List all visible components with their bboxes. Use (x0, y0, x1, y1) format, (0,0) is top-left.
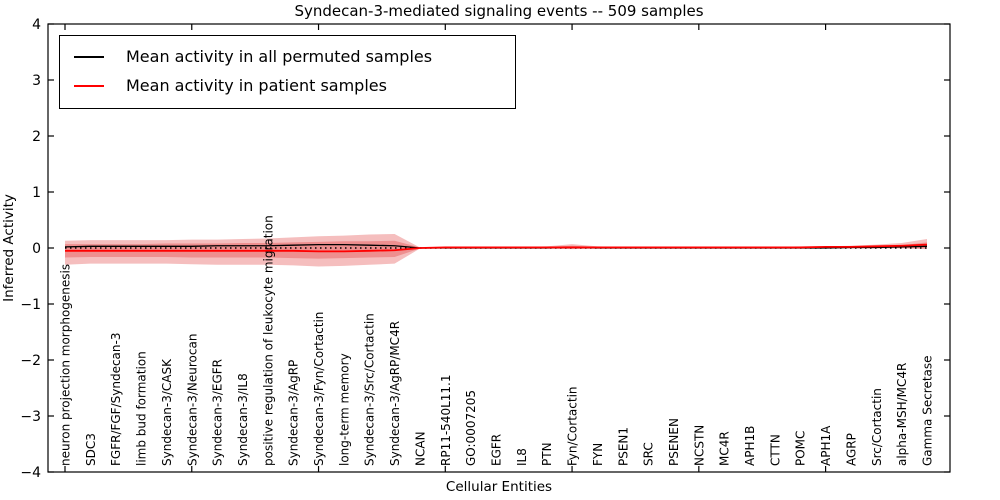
x-tick-label: PTN (540, 442, 554, 466)
x-tick-label: RP11-540L11.1 (439, 375, 453, 466)
x-tick-label: neuron projection morphogenesis (59, 264, 73, 466)
legend-item-permuted: Mean activity in all permuted samples (74, 42, 501, 71)
x-axis-label: Cellular Entities (446, 479, 552, 495)
x-tick-label: SDC3 (84, 433, 98, 466)
x-tick-label: Fyn/Cortactin (566, 386, 580, 466)
legend-label-permuted: Mean activity in all permuted samples (126, 47, 433, 66)
y-tick-label: 0 (32, 241, 41, 257)
x-tick-label: Syndecan-3/Fyn/Cortactin (312, 312, 326, 466)
y-tick-label: 1 (32, 185, 41, 201)
x-tick-label: FYN (591, 443, 605, 466)
x-tick-label: EGFR (490, 434, 504, 466)
permuted-line-swatch (74, 55, 104, 58)
x-tick-label: alpha-MSH/MC4R (895, 363, 909, 466)
x-tick-label: Syndecan-3/Neurocan (185, 334, 199, 466)
x-tick-label: CTTN (768, 434, 782, 466)
legend-item-patient: Mean activity in patient samples (74, 71, 501, 100)
y-tick-label: −4 (20, 465, 41, 481)
patient-line-swatch (74, 84, 104, 87)
x-tick-label: long-term memory (337, 353, 351, 466)
x-tick-label: Syndecan-3/Src/Cortactin (363, 313, 377, 466)
y-tick-label: −1 (20, 297, 41, 313)
x-tick-label: Syndecan-3/EGFR (211, 359, 225, 466)
y-tick-label: −3 (20, 409, 41, 425)
x-tick-label: GO:0007205 (464, 390, 478, 466)
legend-label-patient: Mean activity in patient samples (126, 76, 387, 95)
x-tick-label: IL8 (515, 448, 529, 466)
x-tick-label: SRC (642, 442, 656, 466)
y-tick-label: 3 (32, 73, 41, 89)
chart-title: Syndecan-3-mediated signaling events -- … (294, 2, 703, 20)
x-tick-label: APH1B (743, 426, 757, 466)
x-tick-label: Syndecan-3/CASK (160, 358, 174, 466)
x-tick-label: FGFR/FGF/Syndecan-3 (109, 333, 123, 466)
x-tick-label: positive regulation of leukocyte migrati… (261, 215, 275, 466)
x-tick-label: Syndecan-3/IL8 (236, 373, 250, 466)
patient-band-outer (65, 234, 927, 267)
x-tick-label: NCSTN (692, 425, 706, 466)
x-tick-label: Syndecan-3/AgRP/MC4R (388, 321, 402, 466)
y-tick-label: −2 (20, 353, 41, 369)
x-tick-label: APH1A (819, 425, 833, 466)
legend: Mean activity in all permuted samples Me… (59, 35, 516, 109)
x-tick-label: AGRP (844, 433, 858, 466)
x-tick-label: Syndecan-3/AgRP (287, 360, 301, 466)
x-tick-label: NCAN (413, 431, 427, 466)
x-tick-label: limb bud formation (135, 351, 149, 466)
x-tick-label: Src/Cortactin (870, 388, 884, 466)
x-tick-label: POMC (794, 431, 808, 466)
y-tick-label: 2 (32, 129, 41, 145)
x-tick-label: MC4R (718, 431, 732, 466)
y-tick-label: 4 (32, 17, 41, 33)
patient-mean-line (65, 243, 928, 253)
x-tick-label: PSEN1 (616, 427, 630, 466)
y-axis-label: Inferred Activity (1, 194, 17, 302)
x-tick-label: PSENEN (667, 418, 681, 466)
x-tick-label: Gamma Secretase (921, 355, 935, 466)
